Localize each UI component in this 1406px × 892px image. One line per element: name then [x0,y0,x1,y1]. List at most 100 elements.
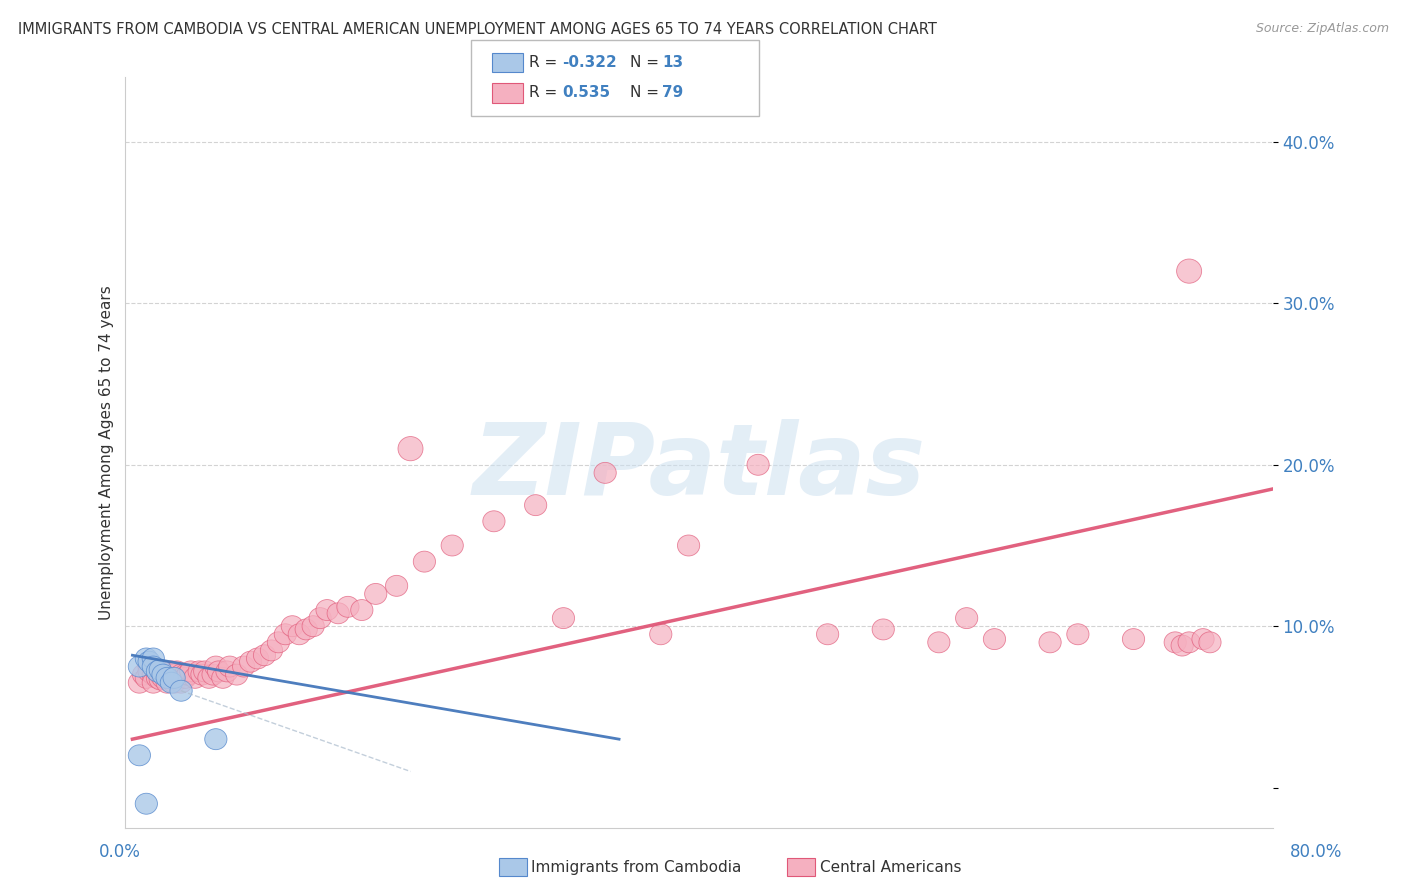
Ellipse shape [281,615,304,637]
Ellipse shape [146,661,169,681]
Ellipse shape [166,667,188,689]
Ellipse shape [1199,632,1220,653]
Ellipse shape [337,597,359,617]
Ellipse shape [302,615,325,637]
Ellipse shape [174,667,197,689]
Text: R =: R = [529,86,562,100]
Ellipse shape [316,599,339,621]
Ellipse shape [160,667,183,689]
Ellipse shape [135,648,157,669]
Ellipse shape [928,632,950,653]
Ellipse shape [678,535,700,556]
Ellipse shape [180,661,202,681]
Ellipse shape [170,665,193,685]
Ellipse shape [149,659,172,681]
Ellipse shape [1171,635,1194,656]
Ellipse shape [260,640,283,661]
Ellipse shape [135,793,157,814]
Ellipse shape [246,648,269,669]
Text: N =: N = [630,86,664,100]
Ellipse shape [267,632,290,653]
Ellipse shape [142,656,165,677]
Ellipse shape [142,648,165,669]
Ellipse shape [160,673,183,693]
Y-axis label: Unemployment Among Ages 65 to 74 years: Unemployment Among Ages 65 to 74 years [100,285,114,620]
Ellipse shape [163,667,186,689]
Ellipse shape [205,729,226,749]
Ellipse shape [288,624,311,645]
Ellipse shape [163,673,186,693]
Ellipse shape [650,624,672,645]
Ellipse shape [239,651,262,673]
Ellipse shape [413,551,436,572]
Ellipse shape [138,656,160,677]
Ellipse shape [364,583,387,605]
Ellipse shape [152,667,174,689]
Text: 79: 79 [662,86,683,100]
Ellipse shape [191,665,214,685]
Ellipse shape [198,667,219,689]
Ellipse shape [152,665,174,685]
Ellipse shape [309,607,332,629]
Text: -0.322: -0.322 [562,55,617,70]
Ellipse shape [398,436,423,461]
Ellipse shape [872,619,894,640]
Ellipse shape [202,665,224,685]
Ellipse shape [1164,632,1187,653]
Ellipse shape [1178,632,1201,653]
Ellipse shape [1192,629,1215,649]
Ellipse shape [1039,632,1062,653]
Ellipse shape [170,673,193,693]
Text: Immigrants from Cambodia: Immigrants from Cambodia [531,860,742,874]
Text: 13: 13 [662,55,683,70]
Text: Source: ZipAtlas.com: Source: ZipAtlas.com [1256,22,1389,36]
Ellipse shape [163,665,186,685]
Ellipse shape [817,624,839,645]
Ellipse shape [328,603,349,624]
Ellipse shape [146,661,169,681]
Ellipse shape [156,673,179,693]
Ellipse shape [274,624,297,645]
Ellipse shape [212,667,233,689]
Ellipse shape [232,656,254,677]
Ellipse shape [218,656,240,677]
Ellipse shape [142,665,165,685]
Ellipse shape [146,667,169,689]
Ellipse shape [132,665,155,685]
Text: 80.0%: 80.0% [1291,843,1343,861]
Ellipse shape [253,645,276,665]
Ellipse shape [188,661,211,681]
Ellipse shape [128,745,150,766]
Ellipse shape [983,629,1005,649]
Ellipse shape [1177,259,1202,284]
Ellipse shape [138,651,160,673]
Ellipse shape [194,661,217,681]
Ellipse shape [1067,624,1090,645]
Ellipse shape [553,607,575,629]
Ellipse shape [135,667,157,689]
Ellipse shape [152,661,174,681]
Ellipse shape [149,665,172,685]
Ellipse shape [174,665,197,685]
Ellipse shape [747,454,769,475]
Ellipse shape [956,607,977,629]
Ellipse shape [385,575,408,597]
Ellipse shape [1122,629,1144,649]
Text: IMMIGRANTS FROM CAMBODIA VS CENTRAL AMERICAN UNEMPLOYMENT AMONG AGES 65 TO 74 YE: IMMIGRANTS FROM CAMBODIA VS CENTRAL AMER… [18,22,938,37]
Ellipse shape [128,673,150,693]
Text: 0.535: 0.535 [562,86,610,100]
Ellipse shape [156,667,179,689]
Ellipse shape [208,661,229,681]
Ellipse shape [166,661,188,681]
Ellipse shape [593,462,616,483]
Ellipse shape [441,535,464,556]
Text: 0.0%: 0.0% [98,843,141,861]
Text: Central Americans: Central Americans [820,860,962,874]
Text: ZIPatlas: ZIPatlas [472,419,925,516]
Ellipse shape [524,495,547,516]
Ellipse shape [482,511,505,532]
Ellipse shape [128,656,150,677]
Text: N =: N = [630,55,664,70]
Text: R =: R = [529,55,562,70]
Ellipse shape [142,673,165,693]
